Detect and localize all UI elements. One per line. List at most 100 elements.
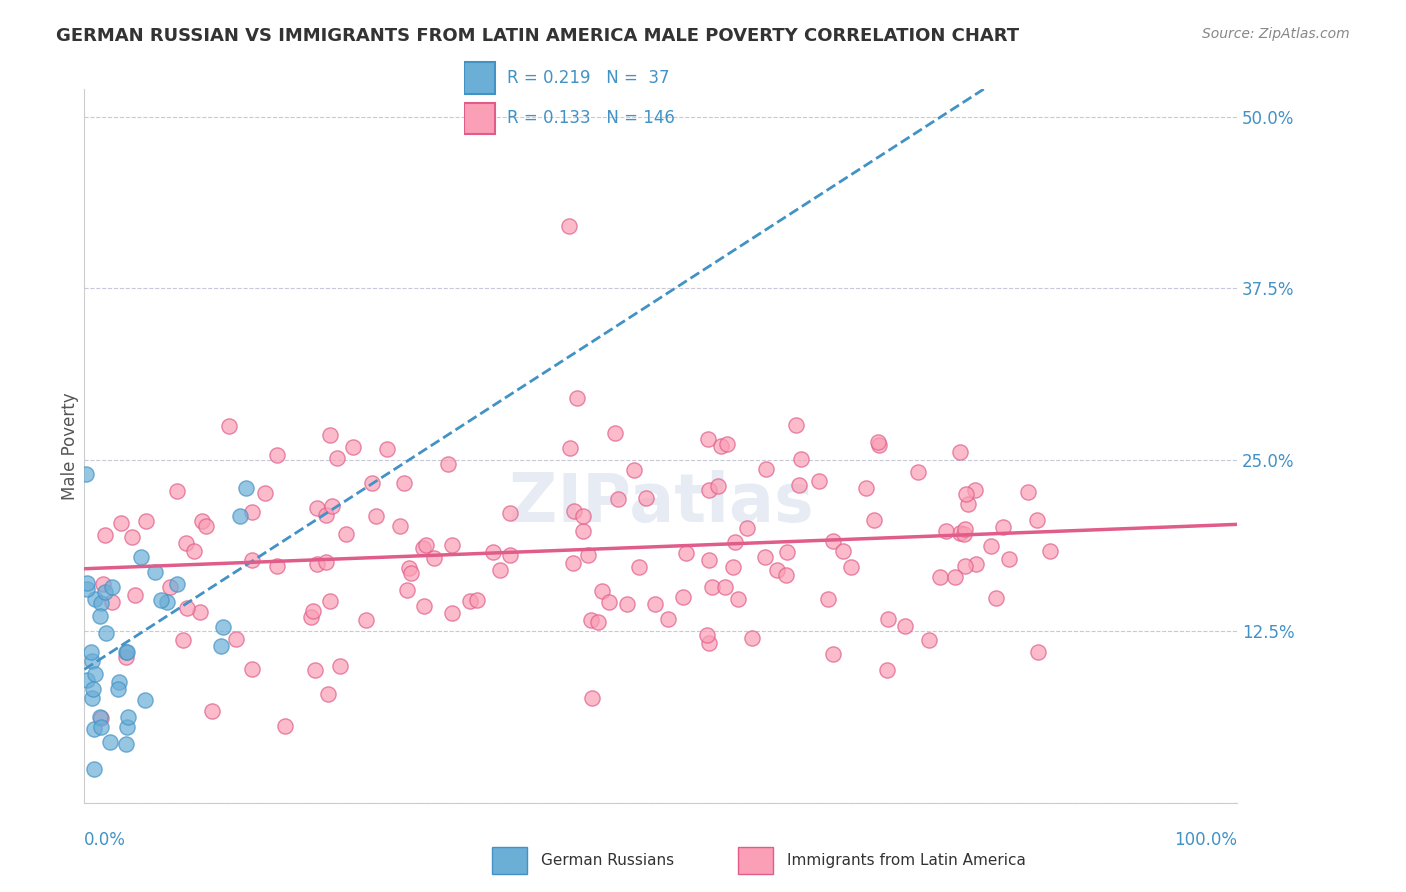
- Immigrants from Latin America: [863, 513, 886, 527]
- Immigrants from Latin America: [321, 499, 343, 513]
- German Russians: [89, 709, 111, 723]
- German Russians: [76, 575, 98, 590]
- German Russians: [80, 645, 103, 659]
- Immigrants from Latin America: [935, 524, 957, 539]
- Immigrants from Latin America: [299, 610, 322, 624]
- Text: Source: ZipAtlas.com: Source: ZipAtlas.com: [1202, 27, 1350, 41]
- Immigrants from Latin America: [124, 588, 146, 602]
- Immigrants from Latin America: [266, 448, 288, 462]
- German Russians: [143, 565, 166, 579]
- Immigrants from Latin America: [571, 524, 593, 538]
- Immigrants from Latin America: [675, 546, 697, 560]
- Immigrants from Latin America: [765, 564, 787, 578]
- German Russians: [235, 481, 257, 495]
- Immigrants from Latin America: [716, 437, 738, 451]
- Immigrants from Latin America: [775, 567, 797, 582]
- Immigrants from Latin America: [415, 538, 437, 552]
- German Russians: [134, 692, 156, 706]
- German Russians: [82, 654, 104, 668]
- Immigrants from Latin America: [741, 631, 763, 645]
- Immigrants from Latin America: [672, 591, 695, 605]
- Immigrants from Latin America: [191, 514, 214, 528]
- Immigrants from Latin America: [755, 461, 778, 475]
- Immigrants from Latin America: [823, 647, 845, 661]
- Immigrants from Latin America: [866, 434, 889, 449]
- Immigrants from Latin America: [398, 561, 420, 575]
- German Russians: [76, 673, 98, 687]
- Immigrants from Latin America: [399, 566, 422, 580]
- Immigrants from Latin America: [360, 475, 382, 490]
- Immigrants from Latin America: [91, 577, 114, 591]
- Immigrants from Latin America: [754, 550, 776, 565]
- German Russians: [90, 595, 112, 609]
- Immigrants from Latin America: [315, 508, 337, 522]
- German Russians: [89, 609, 111, 624]
- Immigrants from Latin America: [94, 528, 117, 542]
- Immigrants from Latin America: [616, 597, 638, 611]
- Immigrants from Latin America: [603, 425, 626, 440]
- Immigrants from Latin America: [135, 514, 157, 528]
- Immigrants from Latin America: [110, 516, 132, 530]
- German Russians: [83, 666, 105, 681]
- Immigrants from Latin America: [817, 592, 839, 607]
- Text: GERMAN RUSSIAN VS IMMIGRANTS FROM LATIN AMERICA MALE POVERTY CORRELATION CHART: GERMAN RUSSIAN VS IMMIGRANTS FROM LATIN …: [56, 27, 1019, 45]
- Immigrants from Latin America: [1026, 645, 1049, 659]
- Immigrants from Latin America: [696, 627, 718, 641]
- Immigrants from Latin America: [413, 599, 436, 613]
- Immigrants from Latin America: [598, 595, 620, 609]
- German Russians: [117, 710, 139, 724]
- Immigrants from Latin America: [1026, 513, 1049, 527]
- Immigrants from Latin America: [329, 659, 352, 673]
- Immigrants from Latin America: [90, 711, 112, 725]
- Immigrants from Latin America: [242, 553, 264, 567]
- Immigrants from Latin America: [460, 594, 482, 608]
- Immigrants from Latin America: [423, 550, 446, 565]
- Immigrants from Latin America: [441, 538, 464, 552]
- German Russians: [229, 508, 252, 523]
- Text: R = 0.219   N =  37: R = 0.219 N = 37: [508, 69, 669, 87]
- Immigrants from Latin America: [389, 518, 412, 533]
- Immigrants from Latin America: [980, 539, 1002, 553]
- Immigrants from Latin America: [567, 391, 589, 405]
- Immigrants from Latin America: [571, 508, 593, 523]
- Immigrants from Latin America: [949, 525, 972, 540]
- Immigrants from Latin America: [225, 632, 247, 646]
- Immigrants from Latin America: [115, 650, 138, 665]
- Immigrants from Latin America: [956, 497, 979, 511]
- Immigrants from Latin America: [201, 704, 224, 718]
- Immigrants from Latin America: [366, 509, 388, 524]
- Immigrants from Latin America: [194, 519, 217, 533]
- Immigrants from Latin America: [578, 548, 600, 562]
- Text: 0.0%: 0.0%: [84, 831, 127, 849]
- Immigrants from Latin America: [581, 690, 603, 705]
- Text: German Russians: German Russians: [541, 854, 675, 868]
- Immigrants from Latin America: [101, 595, 124, 609]
- Immigrants from Latin America: [172, 633, 194, 648]
- German Russians: [75, 467, 97, 482]
- German Russians: [76, 582, 98, 596]
- Immigrants from Latin America: [697, 483, 720, 498]
- Bar: [492, 847, 527, 874]
- Immigrants from Latin America: [702, 580, 724, 594]
- Immigrants from Latin America: [868, 438, 890, 452]
- Immigrants from Latin America: [965, 557, 987, 571]
- Immigrants from Latin America: [855, 481, 877, 495]
- German Russians: [107, 675, 129, 690]
- Immigrants from Latin America: [392, 475, 415, 490]
- Immigrants from Latin America: [986, 591, 1008, 605]
- Immigrants from Latin America: [943, 570, 966, 584]
- Immigrants from Latin America: [1039, 544, 1062, 558]
- Immigrants from Latin America: [176, 601, 198, 615]
- Immigrants from Latin America: [907, 465, 929, 479]
- Y-axis label: Male Poverty: Male Poverty: [60, 392, 79, 500]
- Immigrants from Latin America: [949, 444, 972, 458]
- German Russians: [107, 681, 129, 696]
- Immigrants from Latin America: [240, 662, 263, 676]
- Immigrants from Latin America: [315, 555, 337, 569]
- German Russians: [211, 639, 233, 653]
- Immigrants from Latin America: [319, 427, 342, 442]
- Immigrants from Latin America: [354, 613, 377, 627]
- Immigrants from Latin America: [240, 505, 263, 519]
- Immigrants from Latin America: [623, 463, 645, 477]
- German Russians: [82, 681, 104, 696]
